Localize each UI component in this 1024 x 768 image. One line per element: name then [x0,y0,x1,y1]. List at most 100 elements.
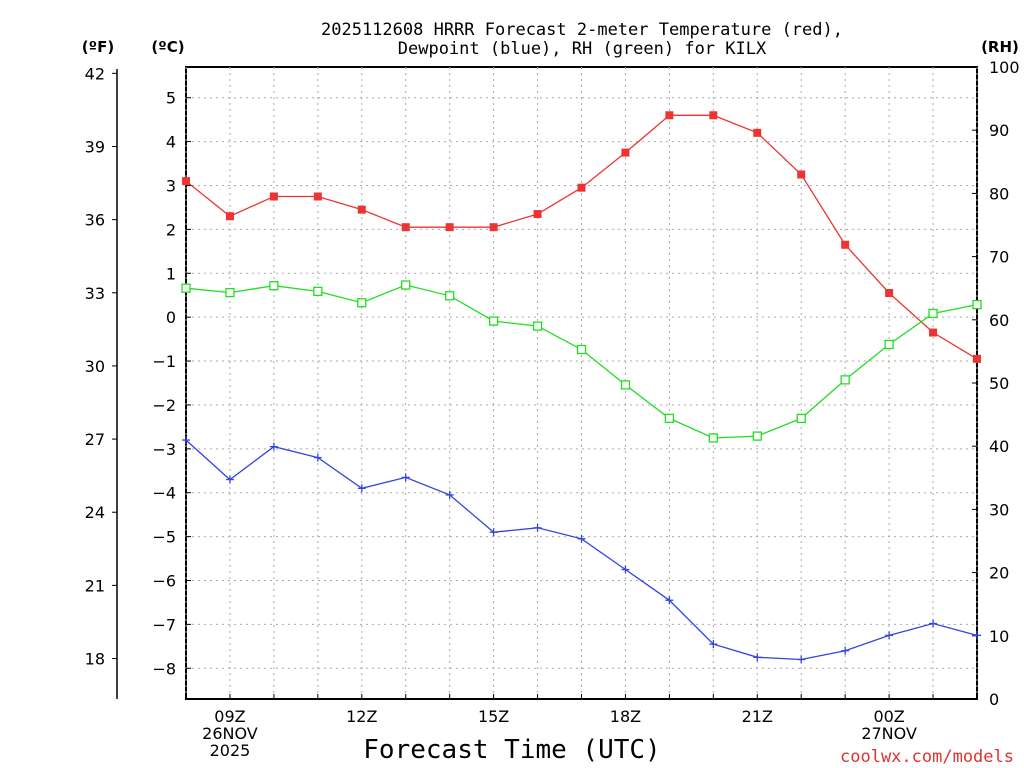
data-point [401,280,411,290]
data-point [269,281,279,291]
data-point [928,308,938,319]
celsius-tick-label: −7 [152,615,176,634]
data-point [841,646,850,655]
data-point [709,111,718,120]
data-point [533,523,542,532]
data-point [797,655,806,664]
data-point [840,375,850,385]
fahrenheit-tick-label: 24 [85,503,105,522]
data-point [753,128,762,137]
data-point [489,528,498,537]
data-point [445,291,455,301]
x-axis-title: Forecast Time (UTC) [363,735,660,765]
celsius-tick-label: 4 [166,133,176,152]
data-point [753,653,762,662]
time-tick-label: 21Z [742,707,773,726]
celsius-axis: 5 4 3 2 1 0 −1 −2 −3 −4 −5 −6 −7 −8 [152,89,191,678]
celsius-tick-label: 1 [166,264,176,283]
celsius-unit-label: (ºC) [151,38,184,56]
data-point [752,431,762,441]
rh-tick-label: 70 [989,248,1009,267]
data-point [621,148,630,157]
celsius-tick-label: 5 [166,89,176,108]
data-point [313,192,322,201]
data-point [225,475,234,484]
rh-tick-label: 100 [989,58,1020,77]
data-point [665,111,674,120]
data-point [885,289,894,298]
series-dewpoint [182,436,981,664]
rh-tick-label: 0 [989,690,999,709]
data-point [929,619,938,628]
series-2-meter-temperature [182,111,981,363]
data-point [225,287,235,298]
data-point [664,413,675,424]
data-point [621,565,630,574]
data-point [577,534,586,543]
fahrenheit-tick-label: 27 [85,430,105,449]
data-point [709,640,718,649]
data-point [533,210,542,219]
celsius-tick-label: −4 [152,484,176,503]
data-point [841,240,850,249]
data-point [708,433,718,443]
fahrenheit-tick-label: 33 [85,284,105,303]
data-point [269,442,278,451]
series-relative-humidity [181,280,982,443]
data-point [488,316,499,326]
fahrenheit-tick-label: 39 [85,137,105,156]
rh-tick-label: 20 [989,564,1009,583]
series-layer [181,111,982,664]
time-tick-label: 09Z [214,707,245,726]
data-point [576,344,587,355]
rh-tick-label: 80 [989,184,1009,203]
fahrenheit-tick-label: 42 [85,64,105,83]
data-point [577,183,586,192]
time-tick-label: 12Z [346,707,377,726]
time-tick-label: 00Z [873,707,904,726]
data-point [225,212,234,221]
rh-tick-label: 90 [989,121,1009,140]
data-point [796,413,806,424]
grid-lines [185,67,978,699]
time-tick-label: 26NOV [202,724,258,743]
celsius-tick-label: 0 [166,308,176,327]
plot-area-frame [185,66,978,700]
fahrenheit-axis: 42 39 36 33 30 27 24 21 18 [85,64,118,699]
data-point [532,321,543,331]
data-point [182,436,190,445]
data-point [357,298,367,308]
time-tick-label: 2025 [210,741,251,760]
data-point [445,490,454,499]
rh-tick-label: 40 [989,437,1009,456]
celsius-tick-label: 2 [166,220,176,239]
chart-title-line-2: Dewpoint (blue), RH (green) for KILX [398,39,767,59]
fahrenheit-tick-label: 36 [85,211,105,230]
data-point [313,286,323,297]
chart-title: 2025112608 HRRR Forecast 2-meter Tempera… [321,20,843,59]
data-point [665,596,674,605]
rh-tick-label: 30 [989,500,1009,519]
fahrenheit-unit-label: (ºF) [82,38,114,56]
data-point [620,380,631,390]
data-point [489,223,498,232]
celsius-tick-label: −5 [152,528,176,547]
data-point [972,299,982,310]
time-tick-label: 27NOV [861,724,917,743]
data-point [929,328,938,337]
chart-title-line-1: 2025112608 HRRR Forecast 2-meter Tempera… [321,20,843,40]
rh-tick-label: 60 [989,311,1009,330]
time-tick-label: 15Z [478,707,509,726]
data-point [182,177,190,186]
fahrenheit-tick-label: 18 [85,650,105,669]
data-point [269,192,278,201]
fahrenheit-tick-label: 21 [85,576,105,595]
celsius-tick-label: −8 [152,659,176,678]
credit-text: coolwx.com/models [840,747,1014,767]
data-point [445,223,454,232]
data-point [181,283,191,293]
rh-tick-label: 50 [989,374,1009,393]
time-tick-label: 18Z [610,707,641,726]
celsius-tick-label: −6 [152,572,176,591]
